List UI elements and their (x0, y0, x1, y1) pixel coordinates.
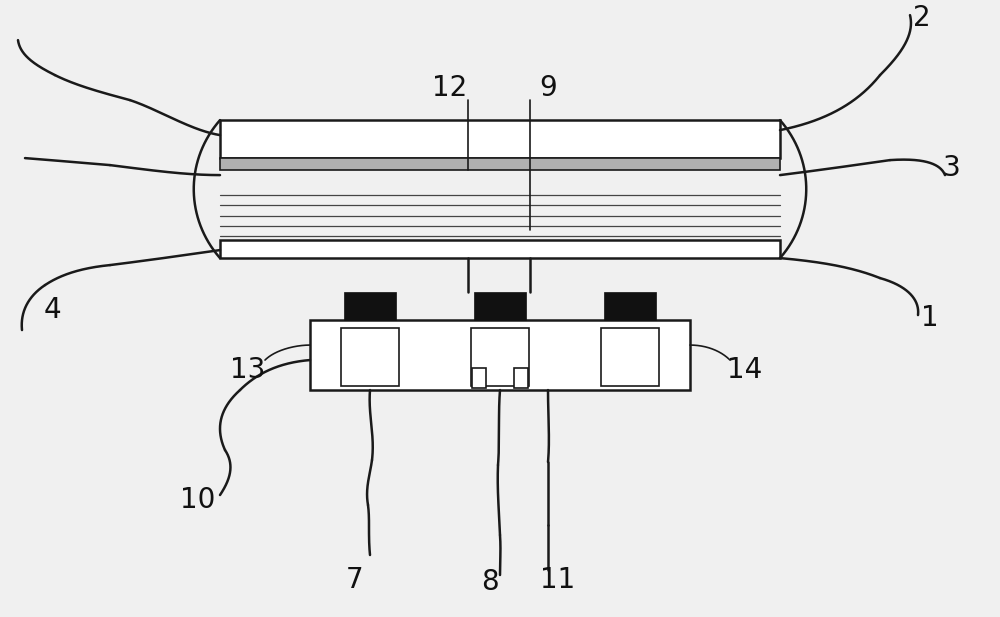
Text: 14: 14 (727, 356, 763, 384)
Text: 1: 1 (921, 304, 939, 332)
Text: 12: 12 (432, 74, 468, 102)
Text: 9: 9 (539, 74, 557, 102)
Text: 8: 8 (481, 568, 499, 596)
Bar (474, 292, 526, 320)
Bar (341, 328, 399, 386)
Bar (604, 292, 656, 320)
Bar (514, 368, 528, 388)
Text: 4: 4 (43, 296, 61, 324)
Text: 3: 3 (943, 154, 961, 182)
Text: 7: 7 (346, 566, 364, 594)
Bar (220, 120, 780, 158)
Text: 10: 10 (180, 486, 216, 514)
Bar (220, 158, 780, 170)
Bar (310, 320, 690, 390)
Bar (220, 240, 780, 258)
Bar (471, 328, 529, 386)
Bar (472, 368, 486, 388)
Text: 11: 11 (540, 566, 576, 594)
Text: 13: 13 (230, 356, 266, 384)
Bar (344, 292, 396, 320)
Text: 2: 2 (913, 4, 931, 32)
Bar (601, 328, 659, 386)
